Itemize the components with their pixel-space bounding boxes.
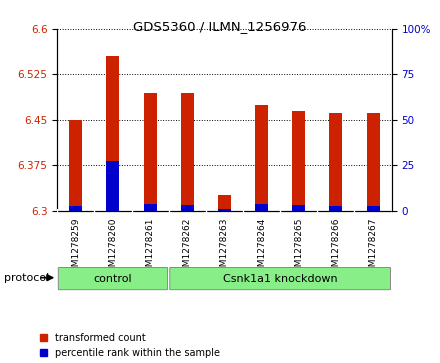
FancyBboxPatch shape (59, 268, 168, 290)
Text: GSM1278265: GSM1278265 (294, 217, 303, 278)
Text: GSM1278260: GSM1278260 (108, 217, 117, 278)
Text: GDS5360 / ILMN_1256976: GDS5360 / ILMN_1256976 (133, 20, 307, 33)
Text: GSM1278259: GSM1278259 (71, 217, 80, 278)
Text: GSM1278266: GSM1278266 (331, 217, 341, 278)
Text: Csnk1a1 knockdown: Csnk1a1 knockdown (223, 274, 337, 284)
Bar (292, 111, 305, 211)
Text: GSM1278261: GSM1278261 (146, 217, 154, 278)
Bar (69, 121, 82, 211)
Bar (106, 161, 119, 211)
Text: GSM1278262: GSM1278262 (183, 217, 192, 278)
Bar (330, 206, 342, 211)
Bar (330, 113, 342, 211)
Bar (367, 206, 380, 211)
Text: protocol: protocol (4, 273, 50, 284)
Bar (181, 93, 194, 211)
Bar (181, 205, 194, 211)
Bar (143, 204, 157, 211)
Legend: transformed count, percentile rank within the sample: transformed count, percentile rank withi… (40, 333, 220, 358)
Bar (292, 205, 305, 211)
FancyBboxPatch shape (170, 268, 390, 290)
Bar (69, 206, 82, 211)
Text: GSM1278267: GSM1278267 (369, 217, 378, 278)
Text: GSM1278264: GSM1278264 (257, 217, 266, 278)
Text: control: control (94, 274, 132, 284)
Bar (218, 195, 231, 211)
Bar (255, 204, 268, 211)
Bar (367, 113, 380, 211)
Bar (143, 93, 157, 211)
Text: GSM1278263: GSM1278263 (220, 217, 229, 278)
Bar (218, 209, 231, 211)
Bar (106, 56, 119, 211)
Bar (255, 105, 268, 211)
